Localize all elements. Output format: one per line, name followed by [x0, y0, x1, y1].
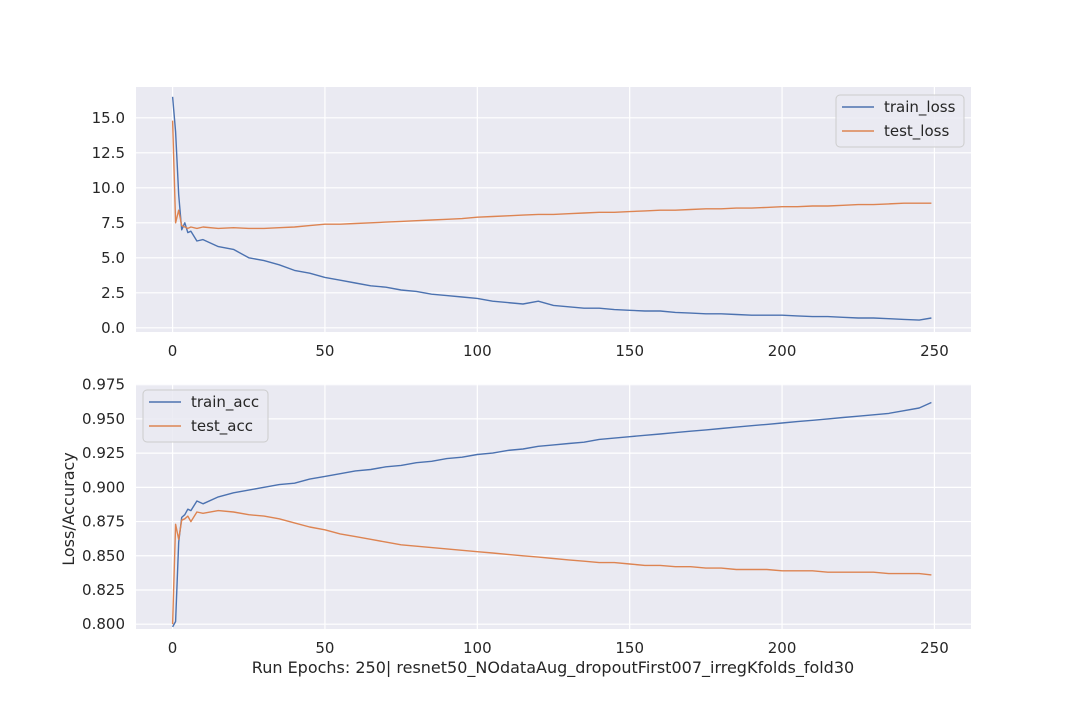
legend-box — [835, 94, 965, 148]
y-tick-label: 0.925 — [82, 444, 125, 462]
series-line-train_loss — [171, 96, 932, 321]
x-tick-label: 200 — [768, 639, 797, 657]
x-tick-label: 50 — [315, 342, 334, 360]
legend: train_acc test_acc — [142, 389, 269, 443]
y-tick-label: 0.0 — [101, 319, 125, 337]
legend-label-test_acc: test_acc — [191, 417, 253, 436]
x-tick-label: 150 — [615, 342, 644, 360]
y-tick-label: 2.5 — [101, 284, 125, 302]
legend: train_loss test_loss — [835, 94, 965, 148]
y-tick-label: 12.5 — [92, 144, 125, 162]
y-tick-label: 15.0 — [92, 109, 125, 127]
x-axis-label: Run Epochs: 250| resnet50_NOdataAug_drop… — [252, 658, 854, 678]
y-axis-label: Loss/Accuracy — [59, 452, 78, 566]
series-line-train_acc — [171, 401, 932, 628]
y-tick-label: 5.0 — [101, 249, 125, 267]
y-tick-label: 0.950 — [82, 410, 125, 428]
x-tick-label: 200 — [768, 342, 797, 360]
axes-background — [136, 384, 971, 629]
legend-box — [142, 389, 269, 443]
y-tick-label: 0.800 — [82, 615, 125, 633]
x-tick-label: 0 — [168, 342, 178, 360]
x-tick-label: 150 — [615, 639, 644, 657]
x-tick-label: 50 — [315, 639, 334, 657]
x-tick-label: 250 — [920, 639, 949, 657]
axes-background — [136, 87, 971, 332]
y-tick-label: 0.850 — [82, 547, 125, 565]
y-tick-label: 0.975 — [82, 376, 125, 394]
loss-subplot: 0 50 100 150 200 250 0.0 2.5 5.0 7.5 10.0 12.5 15.0 t… — [92, 87, 971, 360]
legend-label-train_acc: train_acc — [191, 393, 259, 412]
y-tick-label: 0.875 — [82, 513, 125, 531]
accuracy-subplot: 0 50 100 150 200 250 0.800 0.825 0.850 0.875 0.900… — [82, 376, 971, 657]
x-tick-label: 250 — [920, 342, 949, 360]
x-tick-label: 0 — [168, 639, 178, 657]
series-line-test_loss — [171, 120, 932, 230]
y-tick-label: 0.900 — [82, 478, 125, 496]
x-tick-label: 100 — [463, 342, 492, 360]
legend-label-train_loss: train_loss — [884, 98, 956, 117]
y-tick-label: 10.0 — [92, 179, 125, 197]
y-tick-label: 7.5 — [101, 214, 125, 232]
y-tick-label: 0.825 — [82, 581, 125, 599]
x-tick-label: 100 — [463, 639, 492, 657]
legend-label-test_loss: test_loss — [884, 122, 949, 141]
series-line-test_acc — [171, 509, 932, 625]
